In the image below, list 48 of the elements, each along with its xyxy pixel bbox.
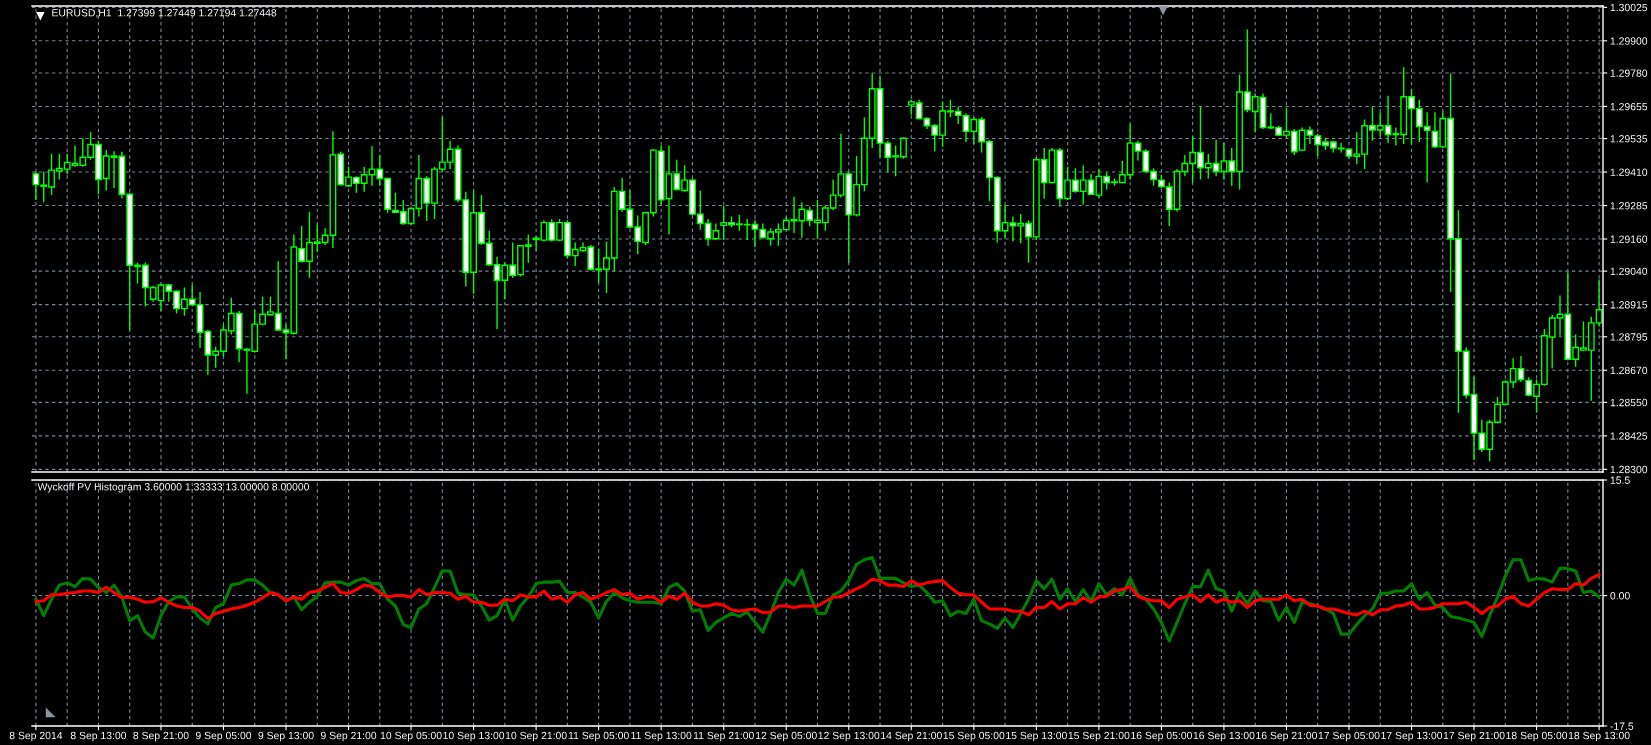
x-tick-label: 16 Sep 21:00 — [1256, 731, 1318, 742]
x-tick-label: 10 Sep 13:00 — [443, 731, 505, 742]
y-tick-label: 1.28795 — [1610, 333, 1648, 341]
y-tick-label: 1.29160 — [1610, 235, 1648, 243]
y-tick-label: 1.29285 — [1610, 202, 1648, 210]
y-tick-label: 1.29040 — [1610, 267, 1648, 276]
x-tick-label: 15 Sep 13:00 — [1006, 731, 1067, 742]
x-tick-label: 11 Sep 13:00 — [631, 731, 692, 742]
y-tick-label: 15.5 — [1610, 476, 1630, 484]
chart-title: Wyckoff PV Histogram 3.60000 1.33333 13.00000 8.00000 — [37, 482, 310, 493]
x-tick-label: 12 Sep 05:00 — [756, 731, 817, 742]
x-tick-label: 9 Sep 13:00 — [258, 731, 314, 742]
x-tick-label: 11 Sep 21:00 — [693, 731, 754, 742]
x-tick-label: 18 Sep 05:00 — [1506, 731, 1568, 742]
line-series — [34, 573, 1601, 621]
y-tick-label: 1.28915 — [1610, 301, 1648, 309]
x-tick-label: 9 Sep 21:00 — [320, 731, 377, 742]
x-tick-label: 8 Sep 21:00 — [133, 731, 189, 742]
x-tick-label: 10 Sep 21:00 — [505, 731, 567, 742]
x-tick-label: 18 Sep 13:00 — [1568, 731, 1630, 742]
y-tick-label: 1.29780 — [1610, 69, 1648, 77]
y-tick-label: 1.28425 — [1610, 432, 1648, 440]
y-tick-label: 1.28300 — [1610, 465, 1648, 474]
y-tick-label: 1.30025 — [1610, 3, 1648, 12]
y-tick-label: 1.29900 — [1610, 37, 1648, 45]
x-tick-label: 17 Sep 05:00 — [1318, 731, 1380, 742]
x-tick-label: 17 Sep 21:00 — [1443, 731, 1505, 742]
y-tick-label: 1.29535 — [1610, 135, 1648, 143]
x-tick-label: 8 Sep 13:00 — [70, 731, 127, 742]
x-tick-label: 15 Sep 21:00 — [1068, 731, 1130, 742]
chart-title: EURUSD,H1 1.27399 1.27449 1.27194 1.27448 — [52, 9, 277, 18]
x-tick-label: 16 Sep 05:00 — [1131, 731, 1192, 742]
x-tick-label: 9 Sep 05:00 — [195, 731, 252, 742]
x-tick-label: 16 Sep 13:00 — [1193, 731, 1255, 742]
x-tick-label: 15 Sep 05:00 — [943, 731, 1005, 742]
y-tick-label: 1.29410 — [1610, 168, 1648, 176]
y-tick-label: 1.28550 — [1610, 398, 1648, 407]
y-tick-label: 1.28670 — [1610, 366, 1648, 375]
x-tick-label: 17 Sep 13:00 — [1381, 731, 1443, 742]
y-tick-label: -17.5 — [1610, 722, 1634, 730]
x-tick-label: 8 Sep 2014 — [9, 731, 63, 742]
x-tick-label: 14 Sep 21:00 — [881, 731, 942, 742]
y-tick-label: 0.00 — [1610, 592, 1630, 600]
x-tick-label: 11 Sep 05:00 — [568, 731, 629, 742]
x-tick-label: 12 Sep 13:00 — [818, 731, 880, 742]
x-tick-label: 10 Sep 05:00 — [380, 731, 442, 742]
y-tick-label: 1.29655 — [1610, 102, 1648, 111]
line-series — [34, 556, 1601, 643]
